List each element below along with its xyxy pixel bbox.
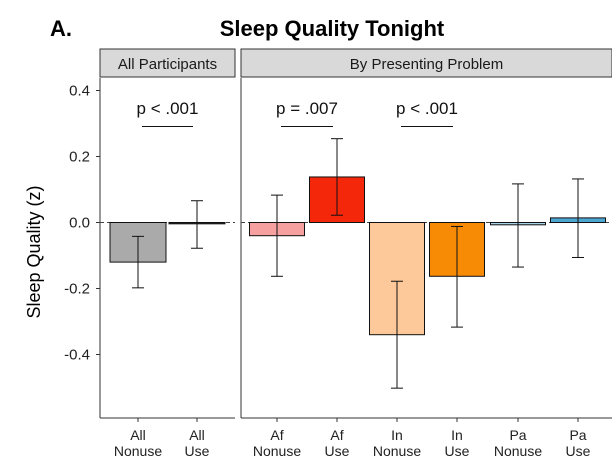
- x-tick-label: Use: [566, 443, 591, 458]
- facet-strip: [99, 48, 236, 78]
- x-tick-label: Nonuse: [114, 443, 162, 458]
- x-tick-label: Use: [325, 443, 350, 458]
- x-tick-label: All: [189, 427, 205, 443]
- x-tick-label: Nonuse: [373, 443, 421, 458]
- significance-label: p < .001: [137, 99, 199, 118]
- x-tick-label: Pa: [509, 427, 526, 443]
- x-tick-label: In: [451, 427, 463, 443]
- x-tick-label: Af: [270, 427, 283, 443]
- y-axis-label: Sleep Quality (z): [24, 185, 44, 318]
- y-tick-label: 0.4: [69, 83, 90, 100]
- significance-label: p = .007: [276, 99, 338, 118]
- y-tick-label: -0.4: [64, 347, 90, 364]
- x-tick-label: Nonuse: [253, 443, 301, 458]
- x-tick-label: All: [130, 427, 146, 443]
- facet-strip: [240, 48, 612, 78]
- y-tick-label: 0.2: [69, 149, 90, 166]
- facet-strip-label: By Presenting Problem: [350, 56, 503, 73]
- x-tick-label: Af: [330, 427, 343, 443]
- x-tick-label: In: [391, 427, 403, 443]
- chart-title: Sleep Quality Tonight: [220, 16, 445, 41]
- x-tick-label: Use: [185, 443, 210, 458]
- y-tick-label: -0.2: [64, 281, 90, 298]
- panel-label: A.: [50, 16, 72, 41]
- facet-strip-label: All Participants: [118, 56, 217, 73]
- x-tick-label: Use: [445, 443, 470, 458]
- x-tick-label: Nonuse: [494, 443, 542, 458]
- y-tick-label: 0.0: [69, 215, 90, 232]
- significance-label: p < .001: [396, 99, 458, 118]
- x-tick-label: Pa: [569, 427, 586, 443]
